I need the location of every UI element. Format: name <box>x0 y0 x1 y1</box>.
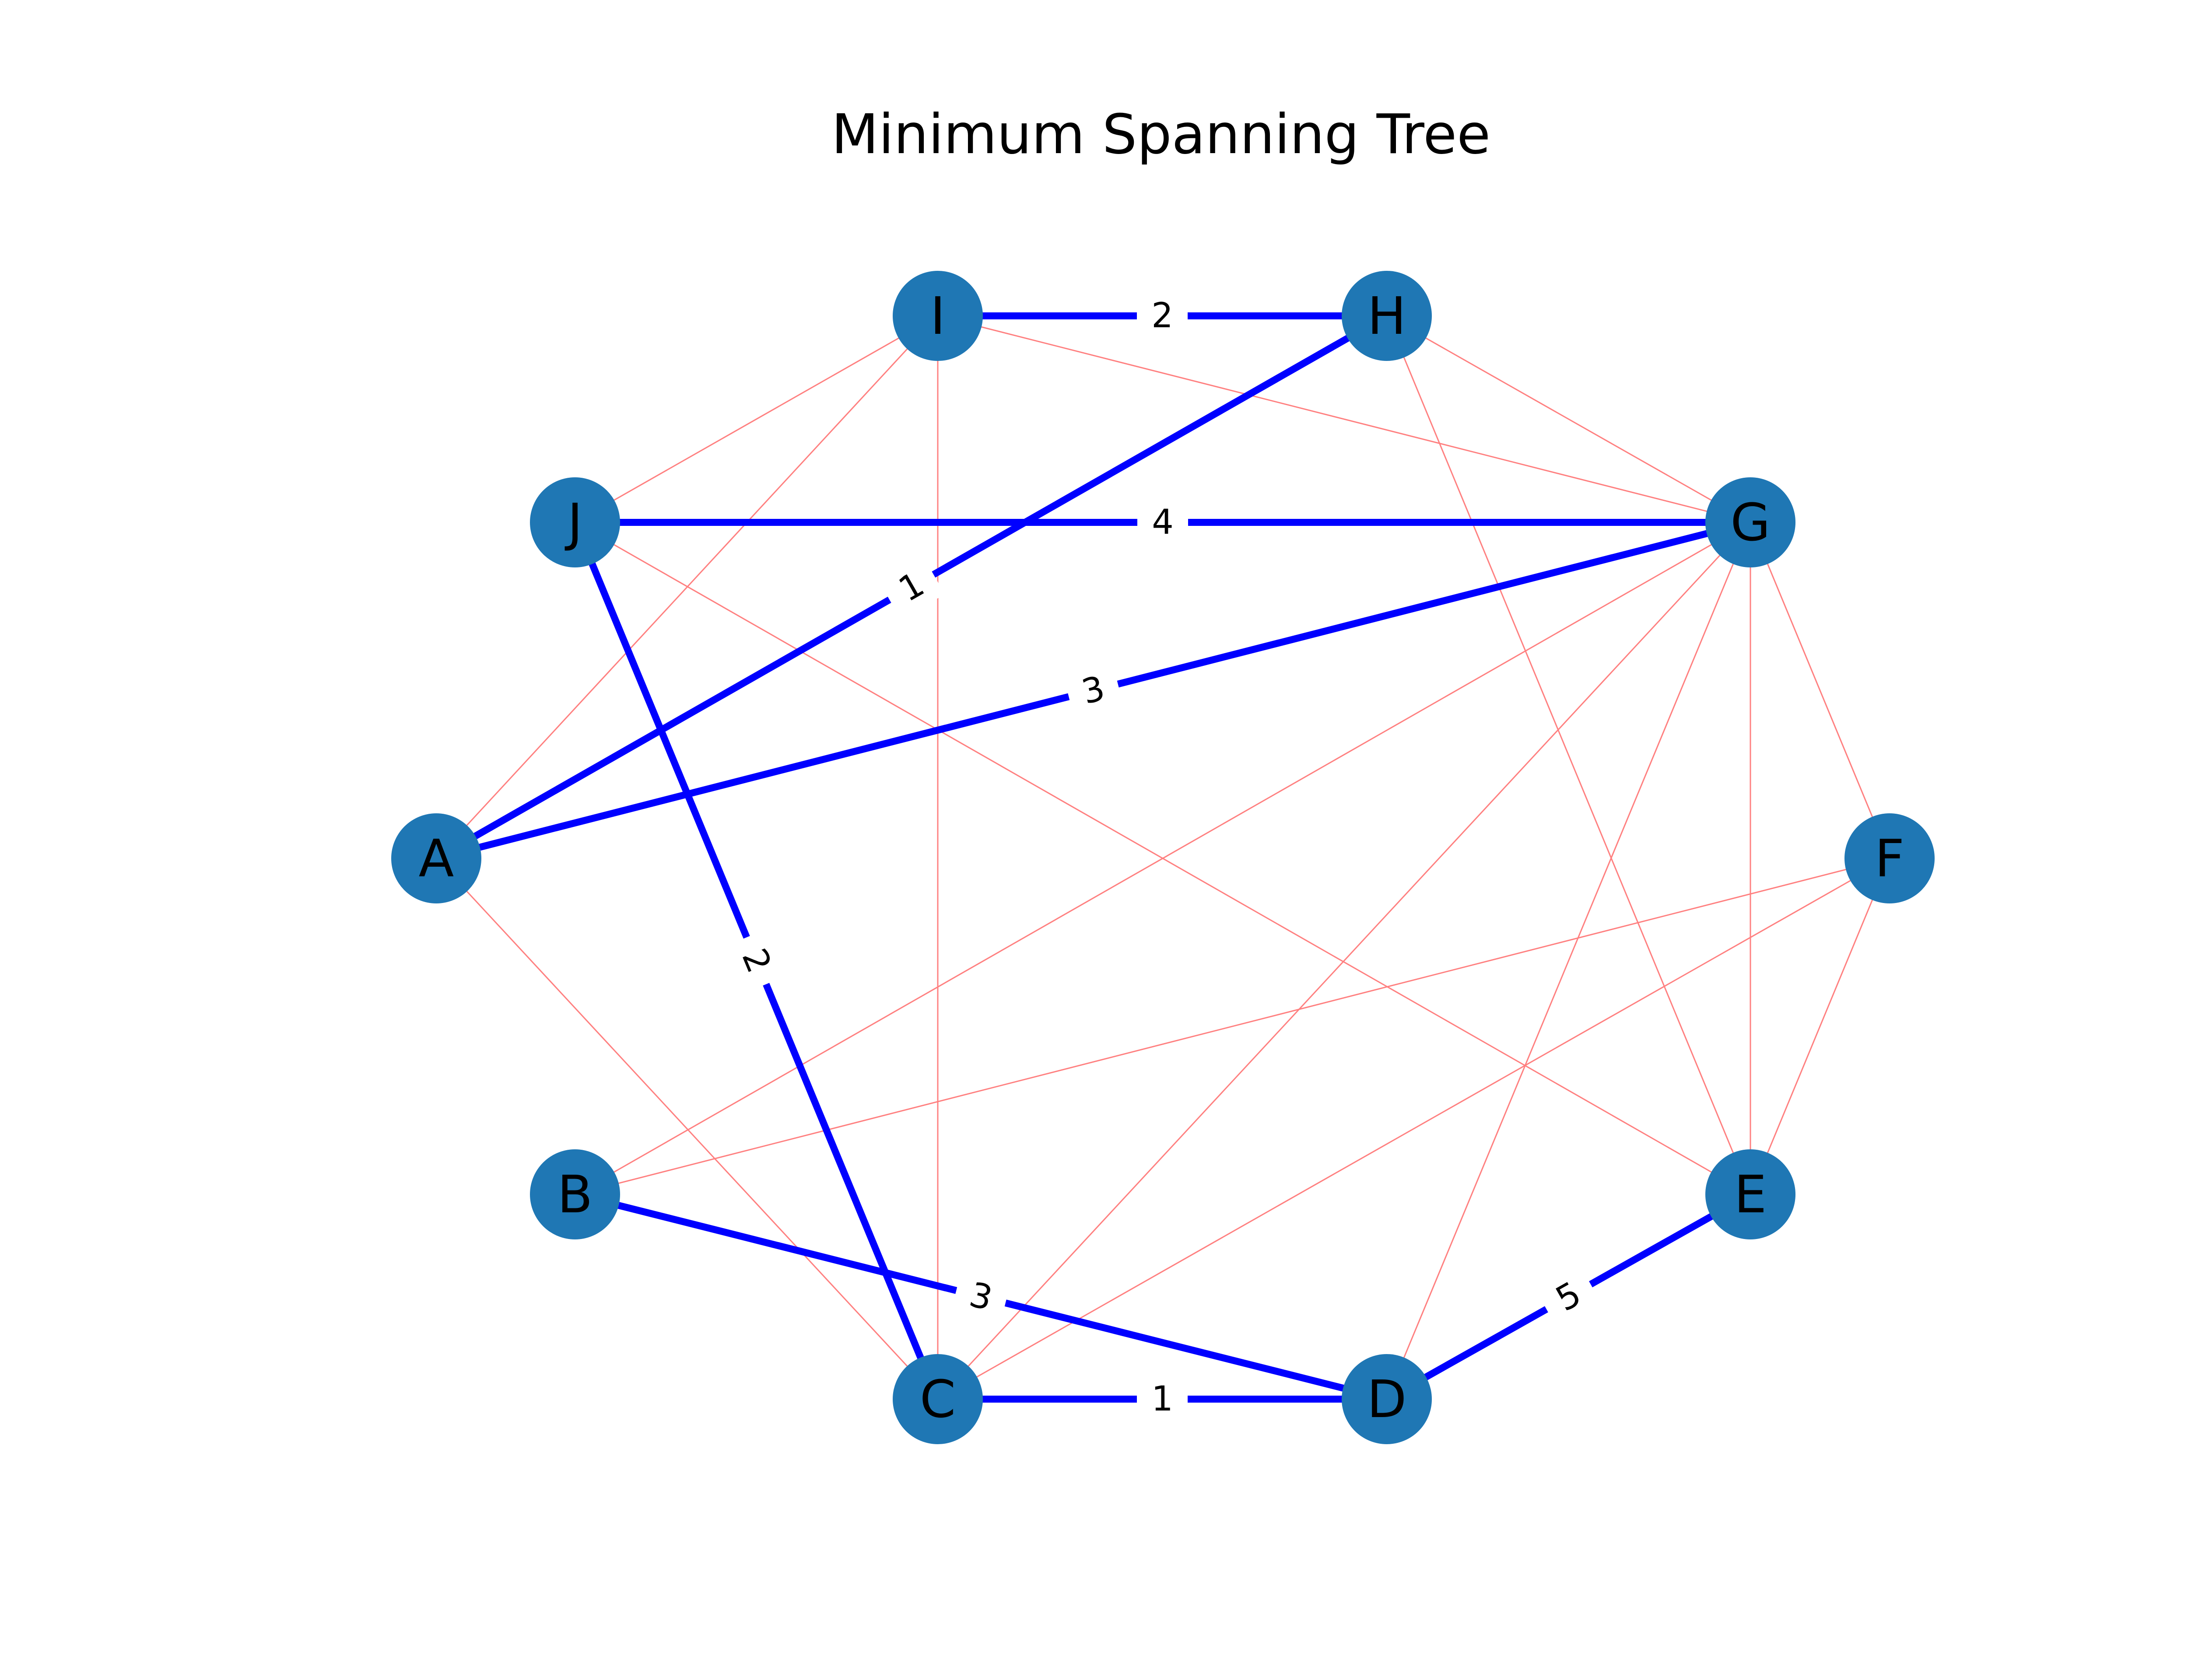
edge-weight-c-d: 1 <box>1137 1376 1188 1422</box>
edge-weight-b-d: 3 <box>950 1268 1011 1325</box>
node-circle <box>1844 813 1935 903</box>
node-label: C <box>920 1369 956 1429</box>
node-a: A <box>391 813 481 903</box>
edge-i-j <box>575 315 938 523</box>
node-circle <box>1342 1354 1432 1444</box>
edge-weight-j-c: 2 <box>726 928 787 993</box>
edge-g-c <box>937 522 1751 1400</box>
node-circle <box>391 813 481 903</box>
node-j: J <box>530 477 620 567</box>
node-circle <box>530 1149 620 1239</box>
node-circle <box>1342 271 1432 361</box>
node-circle <box>530 477 620 567</box>
node-g: G <box>1705 477 1795 567</box>
edge-weight-bg <box>726 928 787 993</box>
node-label: A <box>419 828 454 889</box>
edge-weight-bg <box>878 555 945 620</box>
edge-f-e <box>1750 858 1890 1195</box>
node-label: I <box>930 286 946 346</box>
edge-weight-label: 1 <box>1151 1379 1173 1419</box>
node-label: E <box>1734 1164 1767 1225</box>
node-label: J <box>565 492 583 553</box>
edge-labels-layer: 2 1 4 3 2 3 1 5 <box>726 293 1602 1422</box>
edge-weight-bg <box>1137 1376 1188 1422</box>
edge-weight-label: 2 <box>1151 296 1173 336</box>
edge-weight-a-h: 1 <box>878 555 945 620</box>
node-circle <box>1705 477 1795 567</box>
edge-weight-bg <box>1137 293 1188 339</box>
edge-weight-i-h: 2 <box>1137 293 1188 339</box>
edge-weight-bg <box>950 1268 1011 1325</box>
node-label: D <box>1367 1369 1407 1429</box>
node-label: B <box>558 1164 593 1225</box>
node-label: F <box>1875 828 1904 889</box>
edge-h-e <box>1386 315 1751 1195</box>
edge-g-b <box>575 522 1751 1195</box>
chart-title: Minimum Spanning Tree <box>831 103 1490 166</box>
node-circle <box>893 1354 983 1444</box>
edge-g-f <box>1750 522 1890 859</box>
node-f: F <box>1844 813 1935 903</box>
edge-i-g <box>937 315 1751 523</box>
edge-weight-label: 4 <box>1152 503 1174 542</box>
edge-weight-a-g: 3 <box>1063 662 1124 719</box>
node-label: H <box>1368 286 1406 346</box>
edge-weight-bg <box>1137 500 1188 545</box>
nodes-layer: A B C D E F G H I J <box>391 271 1935 1444</box>
node-circle <box>893 271 983 361</box>
node-label: G <box>1730 492 1770 553</box>
node-h: H <box>1342 271 1432 361</box>
edge-g-d <box>1386 522 1751 1400</box>
node-d: D <box>1342 1354 1432 1444</box>
edge-f-b <box>575 858 1890 1195</box>
edge-f-c <box>937 858 1890 1400</box>
edge-h-g <box>1386 315 1751 523</box>
node-c: C <box>893 1354 983 1444</box>
node-b: B <box>530 1149 620 1239</box>
node-circle <box>1705 1149 1795 1239</box>
other-edges-layer <box>435 315 1890 1400</box>
edge-weight-d-e: 5 <box>1535 1264 1602 1329</box>
node-e: E <box>1705 1149 1795 1239</box>
edge-a-c <box>435 858 939 1400</box>
node-i: I <box>893 271 983 361</box>
edge-weight-bg <box>1535 1264 1602 1329</box>
edge-weight-bg <box>1063 662 1124 719</box>
edge-weight-j-g: 4 <box>1137 500 1188 545</box>
